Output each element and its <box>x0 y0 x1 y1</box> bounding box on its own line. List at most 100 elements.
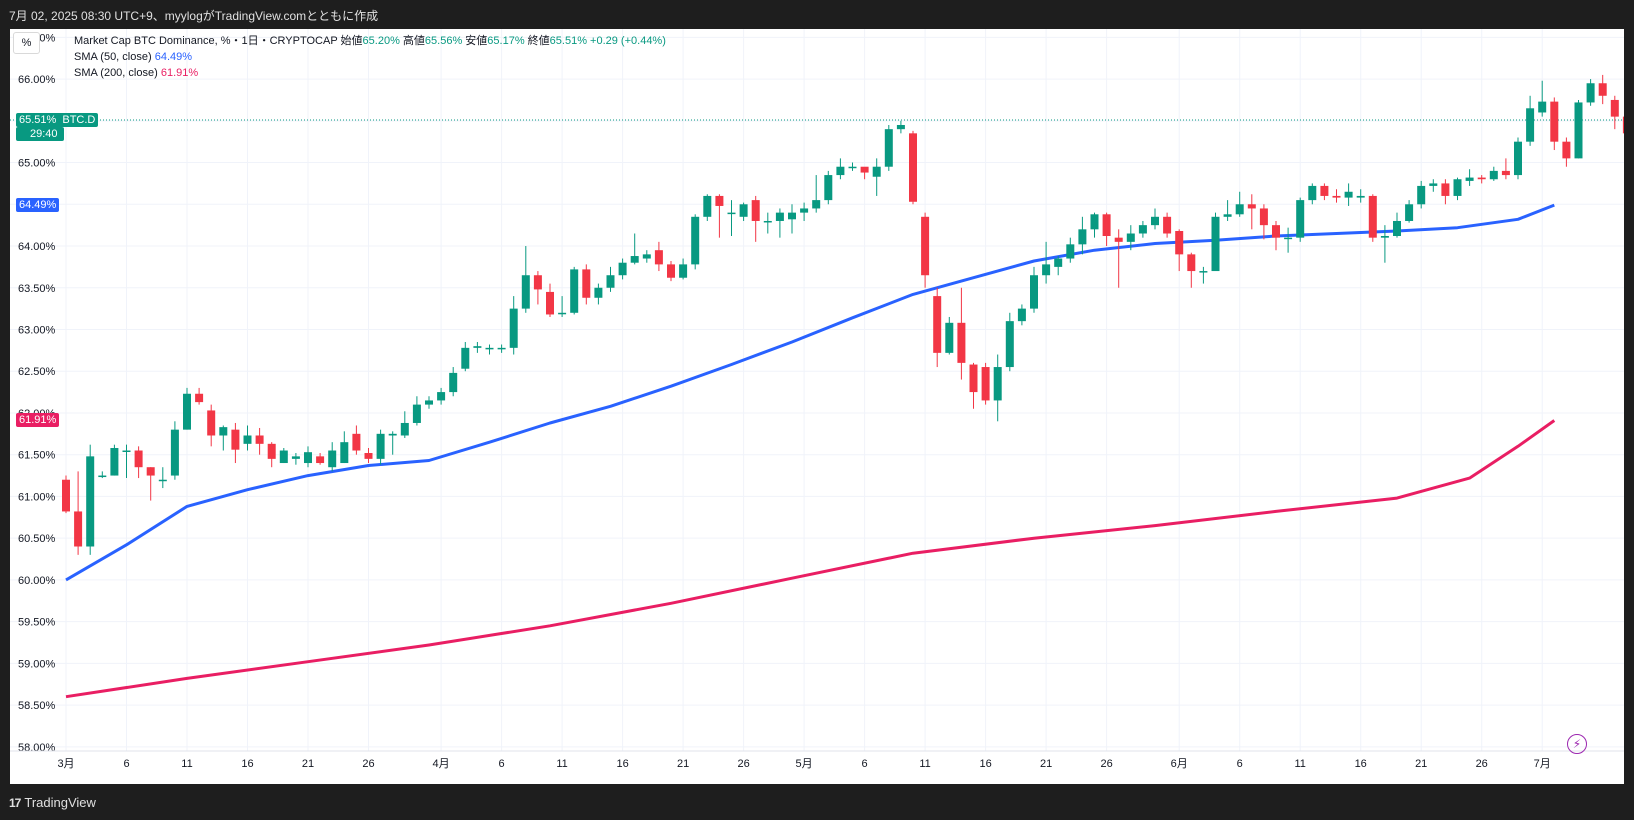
legend-sma50-row[interactable]: SMA (50, close) 64.49% <box>74 49 666 65</box>
candle-body <box>884 129 893 167</box>
candle-body <box>739 204 748 217</box>
candle-body <box>1380 236 1389 238</box>
y-tick-label: 59.00% <box>18 658 56 670</box>
candle-body <box>497 347 506 350</box>
candle-body <box>1054 258 1063 267</box>
footer-brand[interactable]: 17 TradingView <box>9 795 96 810</box>
y-tick-label: 61.50% <box>18 450 56 462</box>
candle-body <box>267 443 276 459</box>
legend-change: +0.29 (+0.44%) <box>590 35 666 47</box>
candle-body <box>316 456 325 464</box>
candle-body <box>1199 271 1208 273</box>
candle-body <box>340 442 349 464</box>
candle-body <box>1102 214 1111 237</box>
candle-body <box>691 216 700 265</box>
lightning-icon[interactable]: ⚡︎ <box>1567 734 1587 754</box>
candle-body <box>1477 177 1486 180</box>
candle-body <box>1030 275 1038 309</box>
candle-body <box>98 475 107 478</box>
x-tick-label: 21 <box>1415 758 1427 770</box>
legend-open-label: 始値 <box>340 35 363 47</box>
x-tick-label: 21 <box>677 758 689 770</box>
legend-low-value: 65.17% <box>487 35 525 47</box>
candle-body <box>981 367 990 401</box>
sma200-price-badge: 61.91% <box>16 413 60 428</box>
x-tick-label: 3月 <box>57 758 74 770</box>
y-tick-label: 63.50% <box>18 283 56 295</box>
candle-body <box>1235 204 1244 215</box>
x-tick-label: 11 <box>919 758 930 770</box>
y-tick-label: 60.50% <box>18 533 56 545</box>
candle-body <box>352 433 361 451</box>
candle-body <box>1344 191 1353 198</box>
candle-body <box>1489 170 1498 180</box>
candle-body <box>872 166 881 177</box>
candle-body <box>158 479 167 482</box>
candle-body <box>291 456 300 459</box>
sma50-price-badge: 64.49% <box>16 198 60 213</box>
chart-panel[interactable]: 58.00% 58.50% 59.00% 59.50% 60.00% 60.50% 61.0… <box>10 29 1624 784</box>
candle-body <box>1441 183 1450 196</box>
candle-body <box>788 212 796 220</box>
candle-body <box>437 392 446 401</box>
candle-body <box>1017 308 1026 322</box>
candle-body <box>594 287 603 298</box>
candle-body <box>1429 183 1438 186</box>
candle-body <box>848 166 857 169</box>
candle-body <box>521 275 530 309</box>
legend-low-label: 安値 <box>465 35 488 47</box>
x-tick-label: 26 <box>362 758 374 770</box>
candle-body <box>110 448 119 476</box>
legend-close-label: 終値 <box>527 35 550 47</box>
candle-body <box>388 433 397 436</box>
chart-canvas[interactable]: 58.00% 58.50% 59.00% 59.50% 60.00% 60.50% 61.0… <box>10 29 1624 784</box>
candle-body <box>957 322 966 363</box>
legend-symbol-row[interactable]: Market Cap BTC Dominance, %・1日・CRYPTOCAP… <box>74 33 666 49</box>
y-tick-label: 62.50% <box>18 366 56 378</box>
x-tick-label: 16 <box>616 758 628 770</box>
candle-body <box>1005 321 1014 368</box>
candle-body <box>703 195 712 217</box>
percent-scale-toggle[interactable]: % <box>13 32 40 54</box>
candle-body <box>1332 195 1341 198</box>
y-tick-label: 58.00% <box>18 742 56 754</box>
tradingview-logo-icon: 17 <box>9 795 21 810</box>
candle-body <box>715 195 724 206</box>
candle-body <box>1272 225 1280 238</box>
candle-body <box>1405 204 1414 221</box>
candle-body <box>1610 99 1619 117</box>
candle-body <box>824 175 833 201</box>
candle-body <box>376 433 385 459</box>
x-tick-label: 5月 <box>796 758 813 770</box>
candle-body <box>1211 216 1220 272</box>
x-tick-label: 6 <box>1237 758 1243 770</box>
y-tick-label: 59.50% <box>18 617 56 629</box>
candle-body <box>473 346 482 348</box>
candle-body <box>570 269 579 313</box>
candle-body <box>122 450 131 453</box>
legend-open-value: 65.20% <box>362 35 400 47</box>
last-price-symbol: BTC.D <box>62 113 96 126</box>
candle-body <box>1078 229 1087 245</box>
y-tick-label: 61.00% <box>18 491 56 503</box>
candle-body <box>412 404 421 423</box>
x-tick-label: 4月 <box>433 758 450 770</box>
x-tick-label: 26 <box>1100 758 1112 770</box>
candle-body <box>933 296 942 353</box>
x-tick-label: 6月 <box>1171 758 1188 770</box>
candle-body <box>1453 179 1462 196</box>
candle-body <box>74 511 83 547</box>
candle-body <box>533 275 542 290</box>
candle-body <box>1368 195 1377 238</box>
x-tick-label: 11 <box>181 758 192 770</box>
candle-body <box>679 264 688 278</box>
x-tick-label: 6 <box>862 758 868 770</box>
x-tick-label: 26 <box>1476 758 1488 770</box>
candle-body <box>1562 141 1571 159</box>
legend-sma200-label: SMA (200, close) <box>74 67 158 79</box>
candle-body <box>1417 185 1426 205</box>
x-tick-label: 21 <box>302 758 314 770</box>
candle-body <box>1586 83 1595 103</box>
legend-sma200-row[interactable]: SMA (200, close) 61.91% <box>74 65 666 81</box>
x-tick-label: 16 <box>241 758 253 770</box>
